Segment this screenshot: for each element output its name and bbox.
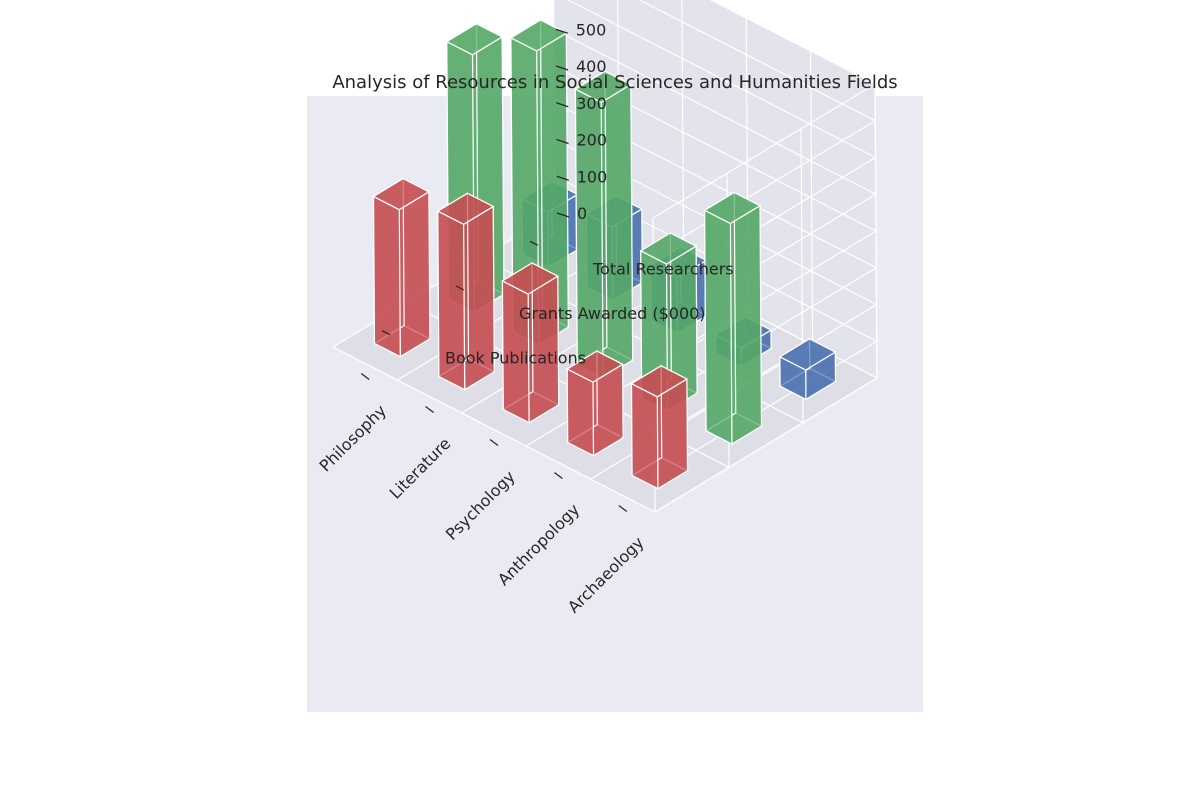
z-tick-label: 0 (577, 204, 587, 223)
x-tick-mark (360, 373, 370, 380)
gridline-floor-y (332, 346, 656, 513)
x-tick-mark (425, 406, 434, 413)
gridline-back-z (566, 0, 876, 159)
y-tick-mark (455, 285, 465, 291)
bar-book-publications-2 (501, 261, 560, 424)
y-tick-label: Book Publications (445, 349, 586, 368)
x-tick-mark (489, 439, 499, 446)
z-tick-label: 600 (576, 0, 607, 3)
gridline-side-z (652, 83, 876, 219)
z-tick-label: 300 (576, 94, 607, 113)
gridline-side-z (654, 377, 878, 513)
y-tick-label: Total Researchers (592, 259, 734, 278)
z-tick-label: 400 (576, 57, 607, 76)
z-tick-mark (555, 28, 568, 34)
z-tick-mark (556, 102, 569, 108)
gridline-side-z (654, 303, 877, 440)
bar-total-researchers-4 (778, 337, 837, 401)
z-tick-label: 200 (577, 131, 608, 150)
x-tick-mark (554, 472, 563, 479)
gridline-back-z (638, 0, 876, 122)
bar-book-publications-3 (565, 350, 625, 457)
x-tick-mark (618, 505, 628, 512)
bar-book-publications-1 (436, 192, 496, 391)
z-tick-mark (556, 138, 569, 145)
gridline-side-z (654, 340, 878, 476)
z-tick-mark (556, 175, 569, 181)
y-tick-label: Grants Awarded ($000) (519, 304, 706, 323)
bars (372, 18, 837, 490)
gridline-back-z (553, 28, 877, 195)
bar-grants-awarded-000--4 (703, 191, 763, 446)
pane-back (553, 0, 877, 378)
y-tick-mark (529, 240, 539, 246)
chart-title: Analysis of Resources in Social Sciences… (332, 72, 897, 93)
y-tick-mark (381, 330, 391, 336)
z-tick-mark (556, 212, 570, 218)
bar-book-publications-0 (372, 177, 432, 358)
z-tick-label: 100 (577, 167, 608, 186)
gridline-floor-x (590, 344, 813, 480)
z-tick-label: 500 (576, 20, 607, 39)
bar-book-publications-4 (630, 364, 689, 490)
z-tick-mark (555, 65, 569, 71)
gridline-back-z (709, 0, 876, 85)
bar-grants-awarded-000--2 (574, 70, 634, 380)
gridline-side-z (652, 120, 876, 256)
